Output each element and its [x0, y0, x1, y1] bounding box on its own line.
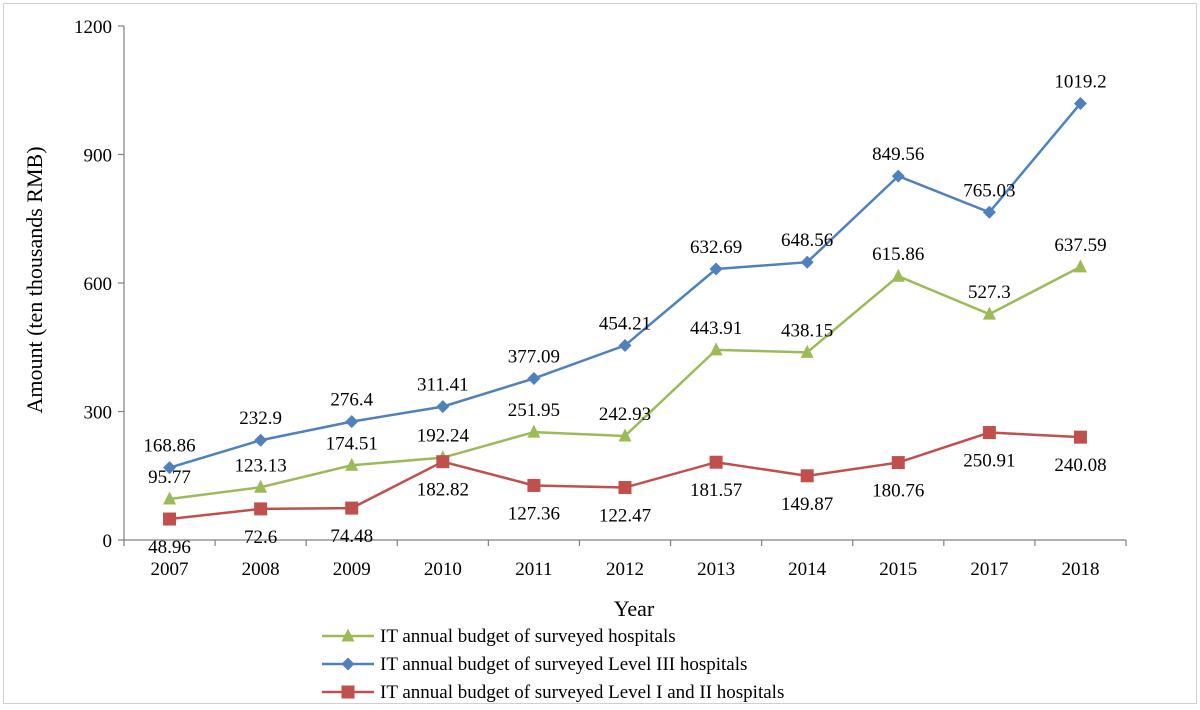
series-1-data-label: 849.56 — [872, 144, 924, 165]
series-0-point — [345, 457, 359, 471]
series-0-point — [982, 306, 996, 320]
series-1-data-label: 276.4 — [330, 390, 373, 411]
series-2-point — [1073, 430, 1087, 444]
legend-marker — [341, 657, 355, 671]
series-2-data-label: 182.82 — [417, 480, 469, 501]
series-0-point — [254, 479, 268, 493]
x-tick-label: 2015 — [879, 559, 917, 580]
series-2-data-label: 149.87 — [781, 494, 833, 515]
series-0-data-label: 527.3 — [968, 282, 1011, 303]
legend-marker — [341, 685, 355, 699]
series-2-data-label: 127.36 — [508, 503, 560, 524]
series-2-data-label: 74.48 — [330, 526, 373, 547]
series-0-data-label: 443.91 — [690, 318, 742, 339]
series-1-data-label: 232.9 — [239, 408, 282, 429]
series-0-data-label: 438.15 — [781, 320, 833, 341]
series-0-data-label: 251.95 — [508, 400, 560, 421]
series-0-data-label: 95.77 — [148, 467, 191, 488]
y-tick-label: 900 — [84, 146, 113, 167]
series-2-point — [527, 478, 541, 492]
x-tick-label: 2008 — [242, 559, 280, 580]
chart-container: 0 300 600 900 1200 2007 2008 2009 2010 2011 2012 20… — [3, 3, 1197, 704]
legend-marker — [341, 628, 355, 642]
axes: 0 300 600 900 1200 2007 2008 2009 2010 2011 2012 20… — [74, 17, 1127, 580]
series-1-point — [891, 169, 905, 183]
x-tick-label: 2010 — [424, 559, 462, 580]
series-2-data-label: 180.76 — [872, 481, 924, 502]
series-1-data-label: 311.41 — [417, 375, 469, 396]
series-1-point — [163, 461, 177, 475]
y-tick-label: 300 — [84, 403, 113, 424]
series-2-point — [800, 469, 814, 483]
series-2-point — [436, 455, 450, 469]
x-tick-label: 2014 — [788, 559, 827, 580]
series-1-point — [345, 415, 359, 429]
series-2-point — [709, 455, 723, 469]
x-tick-label: 2017 — [970, 559, 1008, 580]
series-2-data-label: 181.57 — [690, 480, 742, 501]
series-0-line — [169, 265, 1082, 501]
series-lines — [163, 96, 1087, 526]
legend: IT annual budget of surveyed hospitals IT… — [322, 626, 784, 703]
series-1-point — [709, 262, 723, 276]
x-tick-label: 2018 — [1061, 559, 1099, 580]
x-tick-label: 2007 — [151, 559, 189, 580]
series-1-data-label: 168.86 — [143, 436, 195, 457]
x-tick-label: 2011 — [515, 559, 552, 580]
series-0-data-label: 123.13 — [235, 455, 287, 476]
series-2-point — [163, 512, 177, 526]
line-chart: 0 300 600 900 1200 2007 2008 2009 2010 2011 2012 20… — [22, 17, 1127, 703]
series-1-point — [254, 433, 268, 447]
series-1-point — [436, 400, 450, 414]
y-axis-title: Amount (ten thousands RMB) — [22, 146, 47, 413]
series-1-point — [527, 371, 541, 385]
series-0-point — [800, 344, 814, 358]
series-0-point — [891, 268, 905, 282]
x-tick-label: 2009 — [333, 559, 371, 580]
y-tick-label: 1200 — [74, 17, 112, 38]
series-2-point — [618, 481, 632, 495]
series-0-data-label: 192.24 — [417, 426, 470, 447]
series-2-data-label: 240.08 — [1054, 455, 1106, 476]
series-0-point — [618, 428, 632, 442]
series-1-data-label: 377.09 — [508, 346, 560, 367]
series-1-point — [800, 255, 814, 269]
series-2-data-label: 48.96 — [148, 537, 191, 558]
legend-entry-label: IT annual budget of surveyed hospitals — [380, 626, 676, 647]
series-2-point — [254, 502, 268, 516]
series-0-point — [527, 424, 541, 438]
series-1-data-label: 454.21 — [599, 313, 651, 334]
series-1-point — [618, 338, 632, 352]
x-axis-title: Year — [614, 596, 655, 621]
series-0-data-label: 615.86 — [872, 244, 924, 265]
legend-entry-label: IT annual budget of surveyed Level III h… — [380, 654, 747, 675]
series-0-data-label: 637.59 — [1054, 235, 1106, 256]
series-1-data-label: 1019.2 — [1054, 71, 1106, 92]
series-2-data-label: 250.91 — [963, 451, 1015, 472]
series-0-data-label: 242.93 — [599, 404, 651, 425]
legend-entry-label: IT annual budget of surveyed Level I and… — [380, 682, 784, 703]
series-1-point — [982, 205, 996, 219]
series-2-data-label: 122.47 — [599, 506, 651, 527]
y-tick-label: 600 — [84, 274, 113, 295]
y-tick-label: 0 — [103, 531, 113, 552]
series-1-data-label: 765.03 — [963, 180, 1015, 201]
x-tick-label: 2013 — [697, 559, 735, 580]
series-2-point — [982, 426, 996, 440]
series-1-point — [1073, 96, 1087, 110]
series-1-data-label: 648.56 — [781, 230, 833, 251]
series-1-data-label: 632.69 — [690, 237, 742, 258]
data-labels: 95.77 123.13 174.51 192.24 251.95 242.93 443.9… — [143, 71, 1106, 558]
x-tick-label: 2012 — [606, 559, 644, 580]
series-2-point — [891, 456, 905, 470]
series-0-point — [709, 342, 723, 356]
series-0-point — [1073, 259, 1087, 273]
series-0-data-label: 174.51 — [326, 433, 378, 454]
series-0-point — [163, 491, 177, 505]
series-2-point — [345, 501, 359, 515]
series-2-data-label: 72.6 — [244, 527, 277, 548]
